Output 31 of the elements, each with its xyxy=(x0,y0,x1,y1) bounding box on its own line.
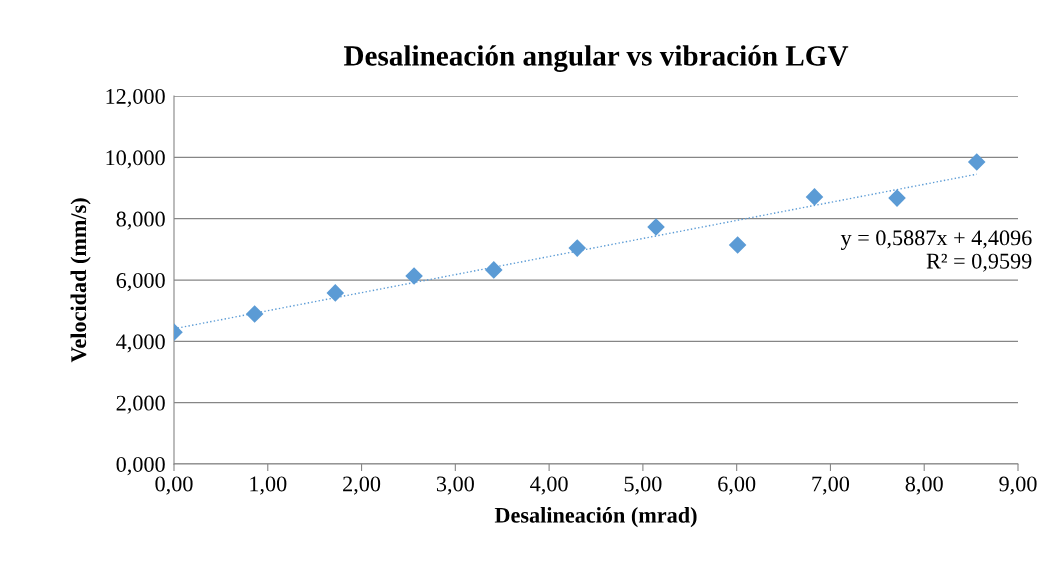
x-tick-label: 1,00 xyxy=(250,476,287,495)
x-tick-label: 7,00 xyxy=(812,476,850,495)
point xyxy=(326,284,345,302)
x-tick-label: 6,00 xyxy=(718,476,756,495)
point xyxy=(245,305,264,323)
x-tick-label: 5,00 xyxy=(624,476,662,495)
y-tick-label: 12,000 xyxy=(106,88,165,108)
point xyxy=(647,218,665,236)
point xyxy=(805,188,824,206)
point xyxy=(485,261,503,279)
point xyxy=(568,239,587,257)
point xyxy=(728,236,747,254)
point xyxy=(405,267,423,285)
annotation: y = 0,5887x + 4,4096 R² = 0,9599 xyxy=(840,230,1032,272)
y-tick-label: 10,000 xyxy=(106,150,165,169)
point xyxy=(967,153,986,171)
x-tick-label: 2,00 xyxy=(343,476,381,495)
x-tick-label: 9,00 xyxy=(999,476,1037,495)
x-tick-label: 3,00 xyxy=(436,476,474,495)
y-axis-title: Velocidad (mm/s) xyxy=(70,198,91,363)
y-tick-label: 8,000 xyxy=(116,211,165,230)
x-tick-label: 8,00 xyxy=(905,476,943,495)
point xyxy=(888,189,906,207)
x-axis-title: Desalineación (mrad) xyxy=(494,507,697,528)
y-tick-label: 4,000 xyxy=(116,334,165,353)
y-tick-label: 2,000 xyxy=(116,395,165,414)
x-tick-label: 0,00 xyxy=(155,476,193,495)
y-tick-label: 0,000 xyxy=(116,456,165,476)
chart-title: Desalineación angular vs vibración LGV xyxy=(343,45,849,72)
y-tick-label: 6,000 xyxy=(116,272,165,292)
x-tick-label: 4,00 xyxy=(530,476,568,495)
